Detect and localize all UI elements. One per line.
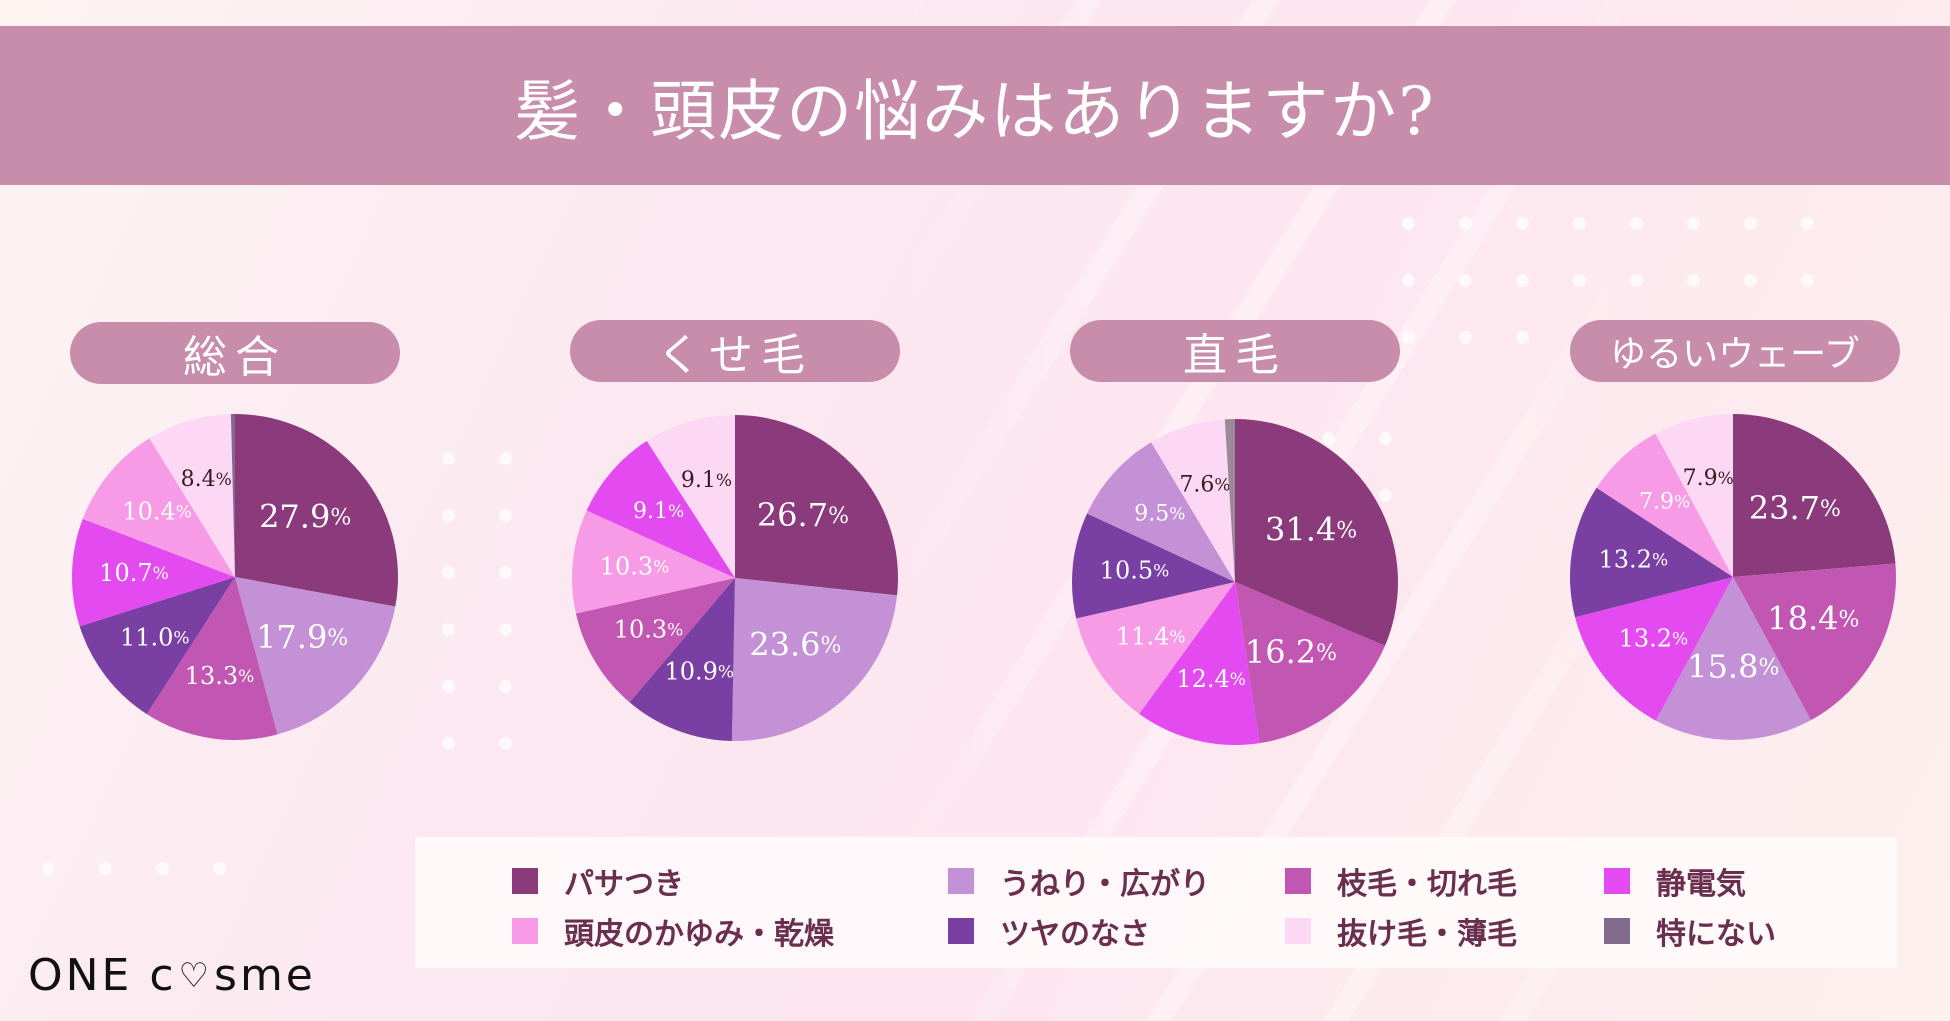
pie-slice — [230, 414, 235, 577]
pie-chart-loose-wave: 23.7% 18.4% 15.8% 13.2% 13.2% 7.9% 7.9% — [1563, 407, 1903, 747]
pie-slice — [1072, 513, 1235, 619]
pie-slice — [629, 578, 735, 741]
slice-value-label: 13.2% — [1619, 624, 1689, 652]
legend-label: パサつき — [564, 867, 684, 902]
pie-chart-chokumo: 31.4% 16.2% 12.4% 11.4% 10.5% 9.5% 7.6% — [1065, 412, 1405, 752]
slice-value-label: 12.4% — [1176, 665, 1246, 693]
background-dots — [420, 430, 540, 770]
slice-value-label: 7.9% — [1639, 490, 1690, 515]
legend-swatch — [1604, 868, 1630, 894]
slice-value-label: 11.0% — [120, 623, 190, 651]
page-title: 髪・頭皮の悩みはありますか? — [514, 72, 1436, 150]
legend-item-none: 特にない — [1604, 909, 1776, 953]
slice-value-label: 15.8% — [1687, 647, 1779, 685]
chart-title-overall: 総合 — [70, 322, 400, 384]
pie-slice — [1596, 433, 1733, 577]
legend: パサつき うねり・広がり 枝毛・切れ毛 静電気 頭皮のかゆみ・乾燥 ツヤのなさ … — [415, 837, 1897, 968]
legend-item-tohi: 頭皮のかゆみ・乾燥 — [512, 909, 834, 953]
pie-slice — [1151, 419, 1235, 582]
legend-label: 静電気 — [1656, 867, 1746, 902]
slice-value-label: 11.4% — [1116, 622, 1186, 650]
slice-value-label: 9.1% — [633, 499, 684, 524]
legend-swatch — [1604, 918, 1630, 944]
slice-value-label: 31.4% — [1265, 510, 1357, 548]
legend-item-edage: 枝毛・切れ毛 — [1285, 859, 1517, 903]
chart-title-loose-wave: ゆるいウェーブ — [1570, 320, 1900, 382]
legend-swatch — [1285, 918, 1311, 944]
pie-slice — [1655, 577, 1812, 740]
logo-text-right: sme — [214, 950, 316, 1001]
slice-value-label: 17.9% — [256, 617, 348, 655]
pie-slice — [1570, 487, 1733, 618]
pie-slice — [146, 577, 278, 740]
logo-text-left: ONE c — [28, 950, 177, 1001]
pie-slice — [235, 414, 399, 607]
legend-swatch — [512, 918, 538, 944]
slice-value-label: 9.1% — [681, 468, 732, 493]
pie-slice — [72, 518, 235, 627]
chart-title-chokumo: 直毛 — [1070, 320, 1400, 382]
pie-slice — [586, 440, 735, 578]
slice-value-label: 10.7% — [99, 559, 169, 587]
pie-slice — [1655, 414, 1733, 577]
legend-label: 抜け毛・薄毛 — [1337, 917, 1517, 952]
pie-slice — [1733, 414, 1896, 577]
pie-slice — [646, 415, 735, 578]
pie-slice — [575, 578, 735, 703]
header-bar: 髪・頭皮の悩みはありますか? — [0, 26, 1950, 185]
pie-slice — [1575, 577, 1733, 721]
pie-slice — [149, 414, 235, 577]
heart-icon: ♡ — [178, 955, 213, 996]
pie-slice — [235, 577, 396, 735]
legend-label: うねり・広がり — [1000, 867, 1210, 902]
pie-slice — [82, 438, 236, 577]
pie-chart-kusege: 26.7% 23.6% 10.9% 10.3% 10.3% 9.1% 9.1% — [565, 408, 905, 748]
legend-label: 枝毛・切れ毛 — [1337, 867, 1517, 902]
legend-item-uneri: うねり・広がり — [948, 859, 1210, 903]
pie-chart-overall: 27.9% 17.9% 13.3% 11.0% 10.7% 10.4% 8.4% — [65, 407, 405, 747]
legend-item-pasatsuki: パサつき — [512, 859, 684, 903]
slice-value-label: 10.9% — [664, 657, 734, 685]
legend-label: 頭皮のかゆみ・乾燥 — [564, 917, 834, 952]
slice-value-label: 23.7% — [1749, 488, 1841, 526]
legend-swatch — [512, 868, 538, 894]
slice-value-label: 10.5% — [1100, 556, 1170, 584]
legend-item-tsuya: ツヤのなさ — [948, 909, 1150, 953]
background-dots — [20, 840, 240, 900]
slice-value-label: 16.2% — [1245, 633, 1337, 671]
slice-value-label: 7.9% — [1683, 466, 1734, 491]
pie-slice — [1235, 419, 1398, 646]
slice-value-label: 10.4% — [122, 497, 192, 525]
legend-swatch — [948, 868, 974, 894]
pie-slice — [79, 577, 235, 715]
pie-slice — [1076, 582, 1235, 714]
slice-value-label: 9.5% — [1134, 501, 1185, 526]
pie-slice — [1087, 442, 1235, 582]
pie-slice — [1224, 419, 1235, 582]
pie-slice — [572, 510, 735, 614]
pie-slice — [735, 415, 898, 596]
pie-slice — [1235, 582, 1385, 744]
slice-value-label: 13.3% — [185, 661, 255, 689]
slice-value-label: 23.6% — [749, 625, 841, 663]
legend-item-nukege: 抜け毛・薄毛 — [1285, 909, 1517, 953]
pie-slice — [731, 578, 898, 741]
legend-item-seidenki: 静電気 — [1604, 859, 1746, 903]
pie-slice — [1139, 582, 1260, 745]
slice-value-label: 8.4% — [181, 467, 232, 492]
slice-value-label: 26.7% — [757, 495, 849, 533]
pie-slice — [1733, 563, 1896, 721]
chart-title-kusege: くせ毛 — [570, 320, 900, 382]
legend-label: 特にない — [1656, 917, 1776, 952]
legend-swatch — [1285, 868, 1311, 894]
legend-swatch — [948, 918, 974, 944]
slice-value-label: 18.4% — [1767, 599, 1859, 637]
legend-label: ツヤのなさ — [1000, 917, 1150, 952]
slice-value-label: 27.9% — [259, 497, 351, 535]
slice-value-label: 13.2% — [1599, 545, 1669, 573]
one-cosme-logo: ONE c ♡ sme — [28, 950, 316, 1001]
slice-value-label: 7.6% — [1179, 473, 1230, 498]
slice-value-label: 10.3% — [600, 552, 670, 580]
slice-value-label: 10.3% — [614, 615, 684, 643]
